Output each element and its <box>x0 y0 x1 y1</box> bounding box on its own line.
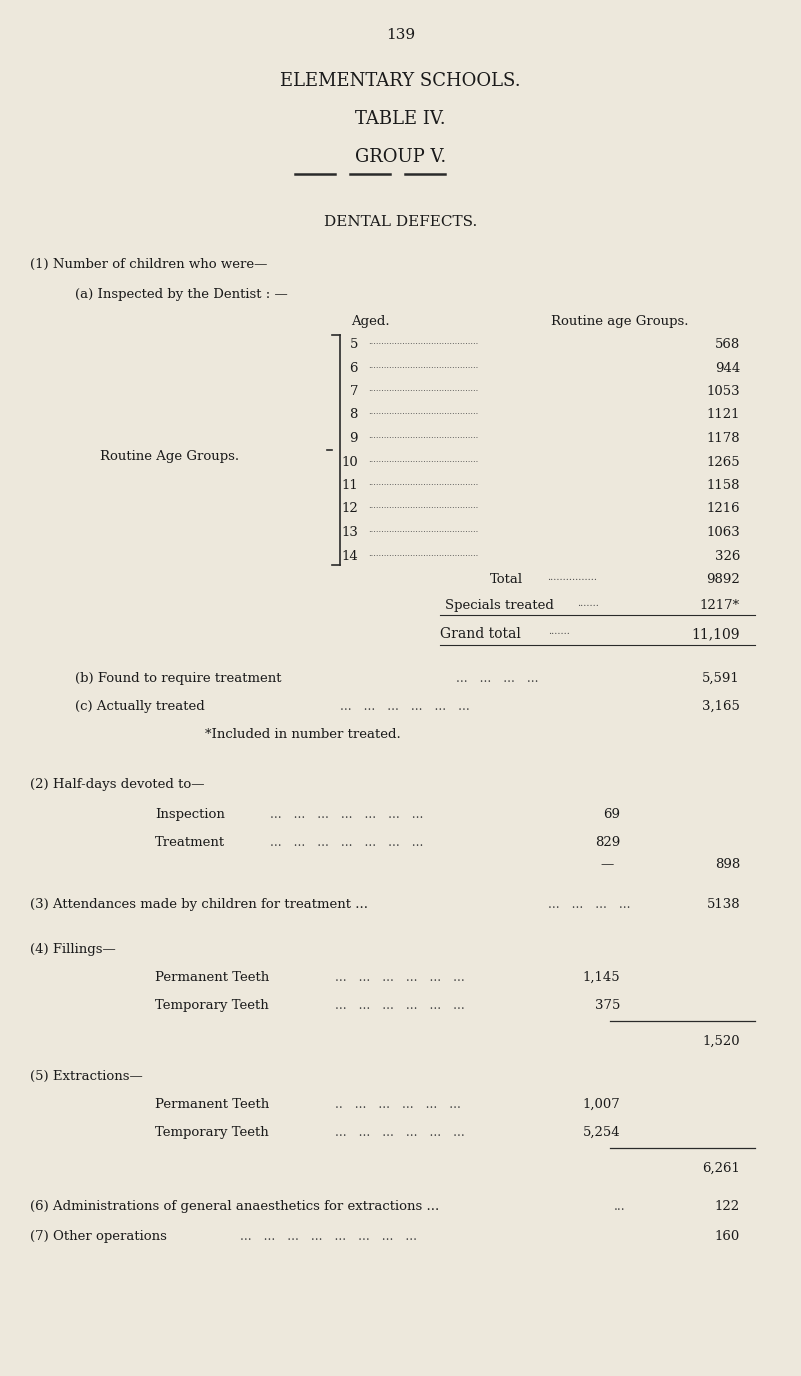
Text: ..........................................: ........................................… <box>368 549 478 557</box>
Text: Specials treated: Specials treated <box>445 599 553 612</box>
Text: 13: 13 <box>341 526 358 539</box>
Text: .......: ....... <box>548 627 570 636</box>
Text: 1158: 1158 <box>706 479 740 493</box>
Text: 5138: 5138 <box>706 899 740 911</box>
Text: ...   ...   ...   ...   ...   ...: ... ... ... ... ... ... <box>340 700 469 713</box>
Text: ..........................................: ........................................… <box>368 455 478 464</box>
Text: 1178: 1178 <box>706 432 740 444</box>
Text: Routine age Groups.: Routine age Groups. <box>551 315 689 327</box>
Text: 6: 6 <box>349 362 358 374</box>
Text: 10: 10 <box>341 455 358 468</box>
Text: ...   ...   ...   ...   ...   ...   ...: ... ... ... ... ... ... ... <box>270 837 424 849</box>
Text: GROUP V.: GROUP V. <box>355 149 446 166</box>
Text: (a) Inspected by the Dentist : —: (a) Inspected by the Dentist : — <box>75 288 288 301</box>
Text: ...   ...   ...   ...: ... ... ... ... <box>548 899 630 911</box>
Text: ...   ...   ...   ...   ...   ...: ... ... ... ... ... ... <box>335 971 465 984</box>
Text: ...   ...   ...   ...: ... ... ... ... <box>456 671 538 685</box>
Text: 5,254: 5,254 <box>582 1126 620 1139</box>
Text: Grand total: Grand total <box>440 627 521 641</box>
Text: 160: 160 <box>714 1230 740 1243</box>
Text: ..........................................: ........................................… <box>368 338 478 345</box>
Text: (b) Found to require treatment: (b) Found to require treatment <box>75 671 281 685</box>
Text: DENTAL DEFECTS.: DENTAL DEFECTS. <box>324 215 477 228</box>
Text: 1216: 1216 <box>706 502 740 516</box>
Text: 12: 12 <box>341 502 358 516</box>
Text: ...   ...   ...   ...   ...   ...   ...   ...: ... ... ... ... ... ... ... ... <box>240 1230 417 1243</box>
Text: 139: 139 <box>386 28 415 43</box>
Text: .......: ....... <box>577 599 599 608</box>
Text: 3,165: 3,165 <box>702 700 740 713</box>
Text: Permanent Teeth: Permanent Teeth <box>155 971 269 984</box>
Text: Permanent Teeth: Permanent Teeth <box>155 1098 269 1110</box>
Text: 69: 69 <box>603 808 620 821</box>
Text: 829: 829 <box>595 837 620 849</box>
Text: ...: ... <box>614 1200 626 1214</box>
Text: ...   ...   ...   ...   ...   ...: ... ... ... ... ... ... <box>335 1126 465 1139</box>
Text: ..........................................: ........................................… <box>368 409 478 417</box>
Text: 9: 9 <box>349 432 358 444</box>
Text: 5,591: 5,591 <box>702 671 740 685</box>
Text: TABLE IV.: TABLE IV. <box>355 110 446 128</box>
Text: 1053: 1053 <box>706 385 740 398</box>
Text: ...   ...   ...   ...   ...   ...: ... ... ... ... ... ... <box>335 999 465 1011</box>
Text: (4) Fillings—: (4) Fillings— <box>30 943 116 956</box>
Text: (5) Extractions—: (5) Extractions— <box>30 1071 143 1083</box>
Text: Treatment: Treatment <box>155 837 225 849</box>
Text: 1265: 1265 <box>706 455 740 468</box>
Text: 6,261: 6,261 <box>702 1161 740 1175</box>
Text: Inspection: Inspection <box>155 808 225 821</box>
Text: (6) Administrations of general anaesthetics for extractions ...: (6) Administrations of general anaesthet… <box>30 1200 439 1214</box>
Text: 898: 898 <box>714 859 740 871</box>
Text: (7) Other operations: (7) Other operations <box>30 1230 167 1243</box>
Text: 1,520: 1,520 <box>702 1035 740 1049</box>
Text: Aged.: Aged. <box>351 315 389 327</box>
Text: ..........................................: ........................................… <box>368 502 478 510</box>
Text: ...   ...   ...   ...   ...   ...   ...: ... ... ... ... ... ... ... <box>270 808 424 821</box>
Text: ................: ................ <box>547 572 597 582</box>
Text: 944: 944 <box>714 362 740 374</box>
Text: (3) Attendances made by children for treatment ...: (3) Attendances made by children for tre… <box>30 899 368 911</box>
Text: 11,109: 11,109 <box>691 627 740 641</box>
Text: 1,145: 1,145 <box>582 971 620 984</box>
Text: 1063: 1063 <box>706 526 740 539</box>
Text: *Included in number treated.: *Included in number treated. <box>205 728 400 742</box>
Text: (2) Half-days devoted to—: (2) Half-days devoted to— <box>30 777 204 791</box>
Text: 326: 326 <box>714 549 740 563</box>
Text: 1121: 1121 <box>706 409 740 421</box>
Text: 14: 14 <box>341 549 358 563</box>
Text: 7: 7 <box>349 385 358 398</box>
Text: 568: 568 <box>714 338 740 351</box>
Text: ..   ...   ...   ...   ...   ...: .. ... ... ... ... ... <box>335 1098 461 1110</box>
Text: 122: 122 <box>714 1200 740 1214</box>
Text: —: — <box>600 859 614 871</box>
Text: ..........................................: ........................................… <box>368 362 478 370</box>
Text: 11: 11 <box>341 479 358 493</box>
Text: Total: Total <box>490 572 523 586</box>
Text: ELEMENTARY SCHOOLS.: ELEMENTARY SCHOOLS. <box>280 72 521 89</box>
Text: ..........................................: ........................................… <box>368 385 478 394</box>
Text: (1) Number of children who were—: (1) Number of children who were— <box>30 259 268 271</box>
Text: ..........................................: ........................................… <box>368 432 478 440</box>
Text: 1217*: 1217* <box>700 599 740 612</box>
Text: Temporary Teeth: Temporary Teeth <box>155 1126 269 1139</box>
Text: 5: 5 <box>349 338 358 351</box>
Text: 1,007: 1,007 <box>582 1098 620 1110</box>
Text: Temporary Teeth: Temporary Teeth <box>155 999 269 1011</box>
Text: 8: 8 <box>349 409 358 421</box>
Text: Routine Age Groups.: Routine Age Groups. <box>100 450 239 462</box>
Text: ..........................................: ........................................… <box>368 479 478 487</box>
Text: (c) Actually treated: (c) Actually treated <box>75 700 205 713</box>
Text: 375: 375 <box>594 999 620 1011</box>
Text: 9892: 9892 <box>706 572 740 586</box>
Text: ..........................................: ........................................… <box>368 526 478 534</box>
